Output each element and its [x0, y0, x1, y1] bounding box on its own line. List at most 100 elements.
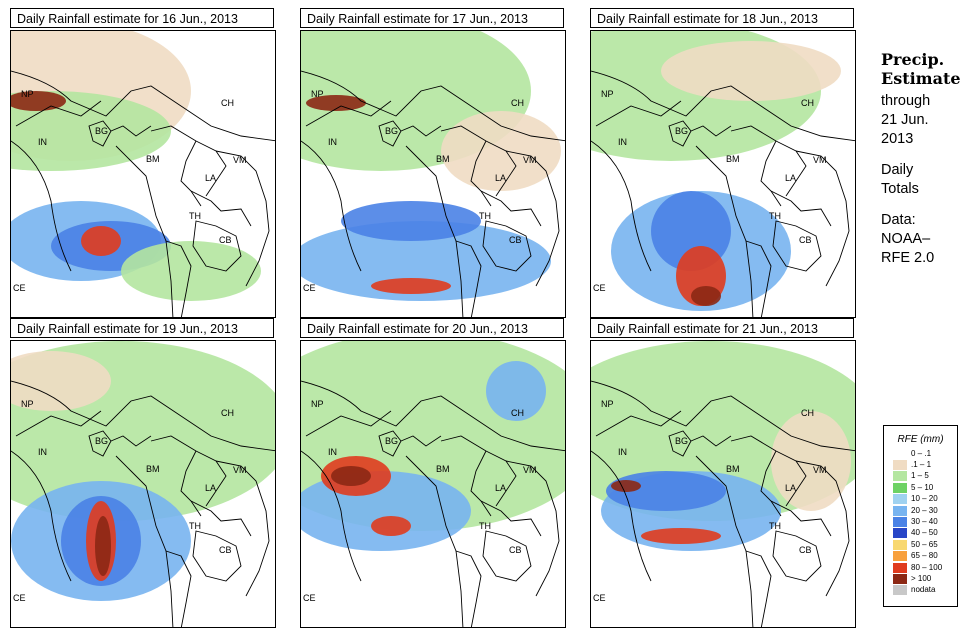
legend-swatch [893, 551, 907, 562]
legend-swatch [893, 482, 907, 493]
legend-label: 10 – 20 [911, 494, 938, 504]
legend-item: nodata [884, 585, 957, 596]
rainfall-panel: Daily Rainfall estimate for 21 Jun., 201… [590, 318, 856, 628]
country-label-th: TH [189, 211, 201, 221]
panel-title: Daily Rainfall estimate for 18 Jun., 201… [590, 8, 854, 28]
rainfall-map: NP IN BG CH BM VM LA TH CB CE [300, 340, 566, 628]
legend-swatch [893, 505, 907, 516]
legend-swatch [893, 494, 907, 505]
panel-title: Daily Rainfall estimate for 21 Jun., 201… [590, 318, 854, 338]
legend-item: .1 – 1 [884, 459, 957, 471]
country-label-np: NP [21, 89, 34, 99]
country-label-ce: CE [593, 283, 606, 293]
legend-swatch [893, 573, 907, 584]
country-label-bg: BG [675, 436, 689, 446]
country-label-vm: VM [523, 155, 537, 165]
country-label-th: TH [479, 211, 491, 221]
country-label-np: NP [601, 89, 614, 99]
country-label-np: NP [311, 399, 324, 409]
through-label: through [881, 93, 931, 109]
country-label-vm: VM [523, 465, 537, 475]
legend-swatch [893, 517, 907, 528]
legend-item: 20 – 30 [884, 505, 957, 516]
legend-item: 0 – .1 [884, 448, 957, 459]
country-label-bg: BG [385, 436, 399, 446]
country-label-la: LA [205, 483, 217, 493]
country-label-th: TH [189, 521, 201, 531]
legend-label: 65 – 80 [911, 551, 938, 561]
legend-swatch [893, 471, 907, 482]
country-label-ce: CE [13, 593, 26, 603]
country-label-ch: CH [801, 98, 814, 108]
rainfall-field [301, 341, 565, 627]
rainfall-map: NP IN BG CH BM VM LA TH CB CE [10, 340, 276, 628]
country-label-la: LA [785, 483, 797, 493]
rainfall-panel: Daily Rainfall estimate for 18 Jun., 201… [590, 8, 856, 318]
legend-label: 20 – 30 [911, 505, 938, 515]
legend-swatch [893, 539, 907, 550]
rainfall-map: NP IN BG CH BM VM LA TH CB CE [590, 30, 856, 318]
country-label-bm: BM [146, 464, 160, 474]
country-label-ce: CE [13, 283, 26, 293]
through-date-line1: 21 Jun. [881, 112, 929, 128]
rainfall-field [591, 31, 855, 317]
panel-title: Daily Rainfall estimate for 17 Jun., 201… [300, 8, 564, 28]
legend-swatch [893, 562, 907, 573]
country-label-th: TH [479, 521, 491, 531]
legend-item: > 100 [884, 573, 957, 584]
country-label-in: IN [38, 447, 47, 457]
legend-label: .1 – 1 [911, 460, 932, 470]
country-label-ce: CE [593, 593, 606, 603]
rainfall-panel: Daily Rainfall estimate for 17 Jun., 201… [300, 8, 566, 318]
sidebar: Precip. Estimate through 21 Jun. 2013 Da… [881, 50, 965, 268]
sidebar-title-line1: Precip. [881, 50, 945, 69]
country-label-bm: BM [726, 464, 740, 474]
country-label-ch: CH [511, 98, 524, 108]
legend-label: > 100 [911, 573, 932, 583]
rainfall-map: NP IN BG CH BM VM LA TH CB CE [10, 30, 276, 318]
country-label-in: IN [328, 447, 337, 457]
rainfall-panel: Daily Rainfall estimate for 19 Jun., 201… [10, 318, 276, 628]
country-label-vm: VM [813, 465, 827, 475]
legend-label: 40 – 50 [911, 528, 938, 538]
data-source-line1: Data: [881, 212, 916, 228]
country-label-cb: CB [509, 545, 522, 555]
sidebar-title-line2: Estimate [881, 69, 961, 88]
country-label-vm: VM [233, 155, 247, 165]
rainfall-map: NP IN BG CH BM VM LA TH CB CE [300, 30, 566, 318]
legend-item: 1 – 5 [884, 471, 957, 482]
country-label-cb: CB [219, 545, 232, 555]
legend-label: nodata [911, 585, 936, 595]
country-label-bm: BM [146, 154, 160, 164]
legend-title: RFE (mm) [897, 434, 944, 445]
country-label-in: IN [328, 137, 337, 147]
country-label-ch: CH [511, 408, 524, 418]
rainfall-field [11, 31, 275, 317]
country-label-ch: CH [801, 408, 814, 418]
country-label-la: LA [205, 173, 217, 183]
country-label-ch: CH [221, 98, 234, 108]
country-label-th: TH [769, 521, 781, 531]
rainfall-field [591, 341, 855, 627]
country-label-bm: BM [726, 154, 740, 164]
country-label-ce: CE [303, 593, 316, 603]
legend-item: 5 – 10 [884, 482, 957, 493]
country-label-in: IN [618, 137, 627, 147]
country-label-cb: CB [799, 545, 812, 555]
country-label-bg: BG [385, 126, 399, 136]
panel-title: Daily Rainfall estimate for 16 Jun., 201… [10, 8, 274, 28]
country-label-th: TH [769, 211, 781, 221]
country-label-la: LA [785, 173, 797, 183]
data-source-line3: RFE 2.0 [881, 250, 935, 266]
panel-title: Daily Rainfall estimate for 19 Jun., 201… [10, 318, 274, 338]
legend-label: 50 – 65 [911, 539, 938, 549]
legend-label: 0 – .1 [911, 448, 932, 458]
country-label-np: NP [601, 399, 614, 409]
country-label-bm: BM [436, 154, 450, 164]
legend-label: 1 – 5 [911, 471, 929, 481]
daily-totals-line1: Daily [881, 162, 914, 178]
legend-item: 80 – 100 [884, 562, 957, 573]
rainfall-panel: Daily Rainfall estimate for 20 Jun., 201… [300, 318, 566, 628]
rainfall-map: NP IN BG CH BM VM LA TH CB CE [590, 340, 856, 628]
